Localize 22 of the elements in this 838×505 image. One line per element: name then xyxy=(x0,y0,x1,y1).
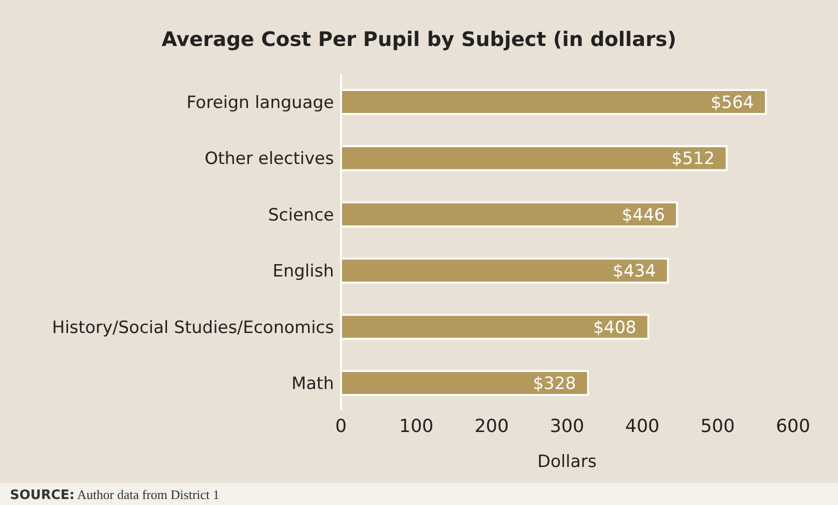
data-label: $564 xyxy=(710,92,754,113)
x-tick-label: 300 xyxy=(550,416,584,437)
y-tick-label: Foreign language xyxy=(186,92,334,113)
chart-title: Average Cost Per Pupil by Subject (in dollars) xyxy=(162,27,676,51)
x-tick-label: 200 xyxy=(474,416,509,437)
x-axis-title: Dollars xyxy=(537,452,597,472)
x-tick-label: 400 xyxy=(625,416,660,437)
y-tick-label: English xyxy=(272,262,334,282)
x-tick-label: 600 xyxy=(776,416,810,437)
data-label: $408 xyxy=(593,318,636,338)
data-label: $512 xyxy=(671,149,715,170)
data-label: $328 xyxy=(532,374,576,394)
y-tick-label: History/Social Studies/Economics xyxy=(52,318,334,338)
x-tick-label: 0 xyxy=(335,416,347,437)
x-tick-label: 100 xyxy=(399,416,434,437)
data-label: $446 xyxy=(622,205,665,226)
y-tick-label: Other electives xyxy=(204,149,334,170)
y-tick-label: Science xyxy=(268,205,334,226)
y-tick-label: Math xyxy=(291,374,334,394)
x-tick-label: 500 xyxy=(700,416,735,437)
data-label: $434 xyxy=(612,262,656,282)
source-note: SOURCE: Author data from District 1 xyxy=(10,487,220,503)
